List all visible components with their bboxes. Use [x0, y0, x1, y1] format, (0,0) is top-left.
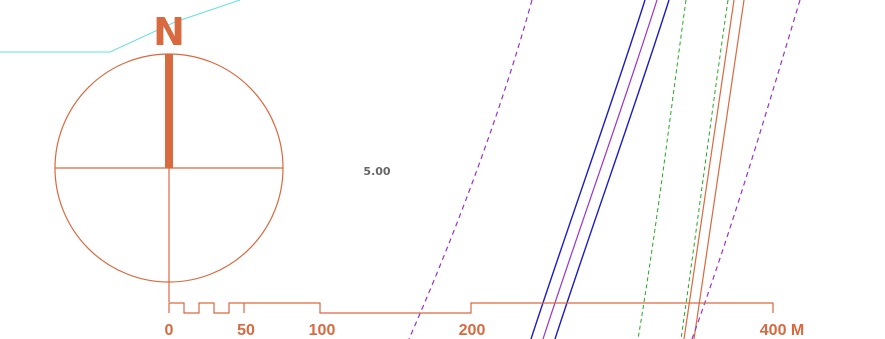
water-cyan-edge	[0, 0, 241, 53]
scale-label-0: 0	[165, 322, 174, 339]
compass-icon	[54, 53, 284, 302]
road-blue-east	[554, 0, 670, 339]
north-label: N	[153, 10, 185, 54]
scale-label-200: 200	[459, 322, 486, 339]
scale-bar	[168, 302, 774, 314]
dashed-purple-boundary-west	[408, 0, 533, 339]
scale-label-100: 100	[309, 322, 336, 339]
road-orange-2	[693, 0, 745, 339]
north-needle	[165, 54, 173, 168]
dashed-green-boundary-1	[637, 0, 687, 339]
road-blue-west	[530, 0, 646, 339]
scale-label-50: 50	[237, 322, 255, 339]
scale-label-400: 400 M	[760, 322, 804, 339]
elevation-label: 5.00	[363, 165, 390, 178]
road-purple-center	[542, 0, 658, 339]
dashed-green-boundary-2	[680, 0, 729, 339]
road-orange-1	[683, 0, 735, 339]
dashed-purple-boundary-east	[691, 0, 801, 339]
